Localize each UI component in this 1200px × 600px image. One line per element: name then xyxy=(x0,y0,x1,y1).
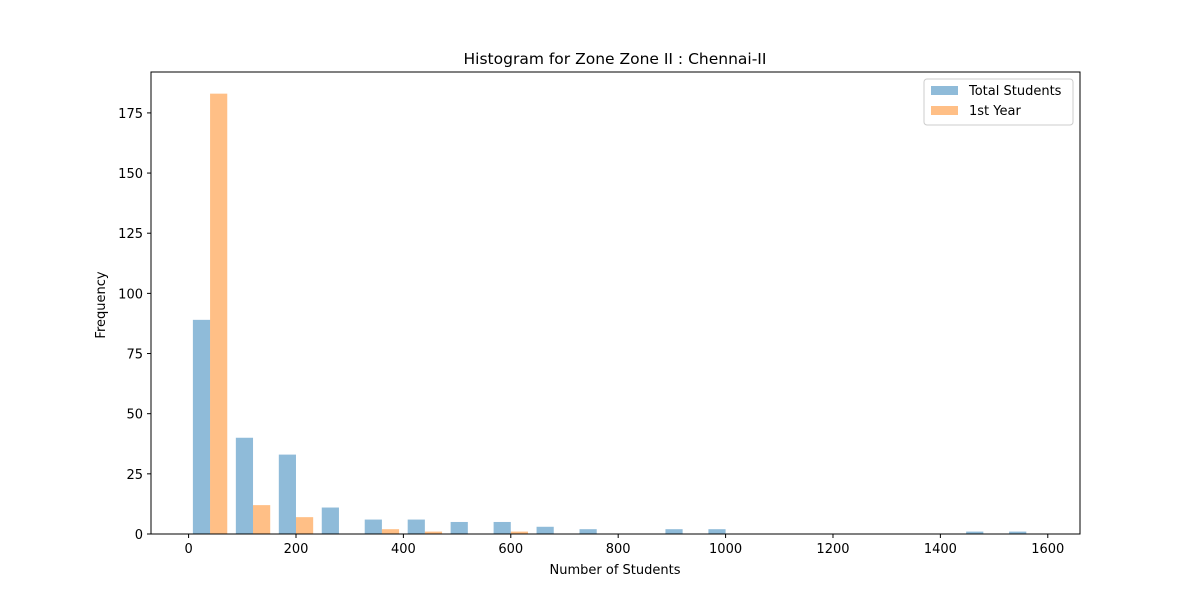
x-axis: 0 200 400 600 800 1000 1200 1400 1600 xyxy=(184,534,1064,557)
x-tick-label: 400 xyxy=(391,542,416,557)
bar-total-students xyxy=(235,437,254,534)
legend-label-total-students: Total Students xyxy=(968,84,1062,99)
y-tick-label: 50 xyxy=(126,408,143,423)
plot-area xyxy=(192,93,1027,534)
bar-total-students xyxy=(708,529,726,534)
bar-total-students xyxy=(278,454,296,534)
x-tick-label: 1400 xyxy=(924,542,957,557)
y-tick-label: 25 xyxy=(126,468,143,483)
bar-1st-year xyxy=(295,517,314,534)
bar-total-students xyxy=(450,521,468,534)
legend-label-1st-year: 1st Year xyxy=(969,104,1021,119)
bar-total-students xyxy=(966,531,984,534)
bar-total-students xyxy=(364,519,382,534)
bar-1st-year xyxy=(381,529,400,534)
legend-swatch-1st-year xyxy=(931,106,958,115)
plot-frame xyxy=(150,71,1081,535)
y-tick-label: 100 xyxy=(118,287,143,302)
bar-total-students xyxy=(321,507,339,534)
legend-frame xyxy=(923,78,1074,126)
y-tick-label: 125 xyxy=(118,227,143,242)
bar-total-students xyxy=(579,529,597,534)
y-tick-label: 75 xyxy=(126,348,143,363)
bar-1st-year xyxy=(253,505,271,534)
bar-total-students xyxy=(493,521,511,534)
x-axis-label: Number of Students xyxy=(550,563,681,578)
chart-title: Histogram for Zone Zone II : Chennai-II xyxy=(464,50,767,68)
bar-1st-year xyxy=(510,531,528,534)
x-tick-label: 1600 xyxy=(1031,542,1064,557)
x-tick-label: 600 xyxy=(498,542,523,557)
bar-total-students xyxy=(665,529,683,534)
y-axis-label: Frequency xyxy=(94,271,109,338)
bar-total-students xyxy=(407,519,425,534)
bar-total-students xyxy=(1009,531,1027,534)
y-tick-label: 175 xyxy=(118,107,143,122)
bar-total-students xyxy=(192,319,211,534)
y-tick-label: 0 xyxy=(135,528,143,543)
bar-1st-year xyxy=(210,93,228,534)
x-tick-label: 1200 xyxy=(816,542,849,557)
y-axis: 0 25 50 75 100 125 150 175 xyxy=(118,107,151,543)
x-tick-label: 800 xyxy=(606,542,631,557)
y-tick-label: 150 xyxy=(118,167,143,182)
legend-swatch-total-students xyxy=(931,86,958,95)
legend: Total Students 1st Year xyxy=(923,78,1074,126)
bar-total-students xyxy=(536,526,554,534)
bar-1st-year xyxy=(424,531,443,534)
x-tick-label: 0 xyxy=(184,542,192,557)
x-tick-label: 1000 xyxy=(709,542,742,557)
x-tick-label: 200 xyxy=(284,542,309,557)
